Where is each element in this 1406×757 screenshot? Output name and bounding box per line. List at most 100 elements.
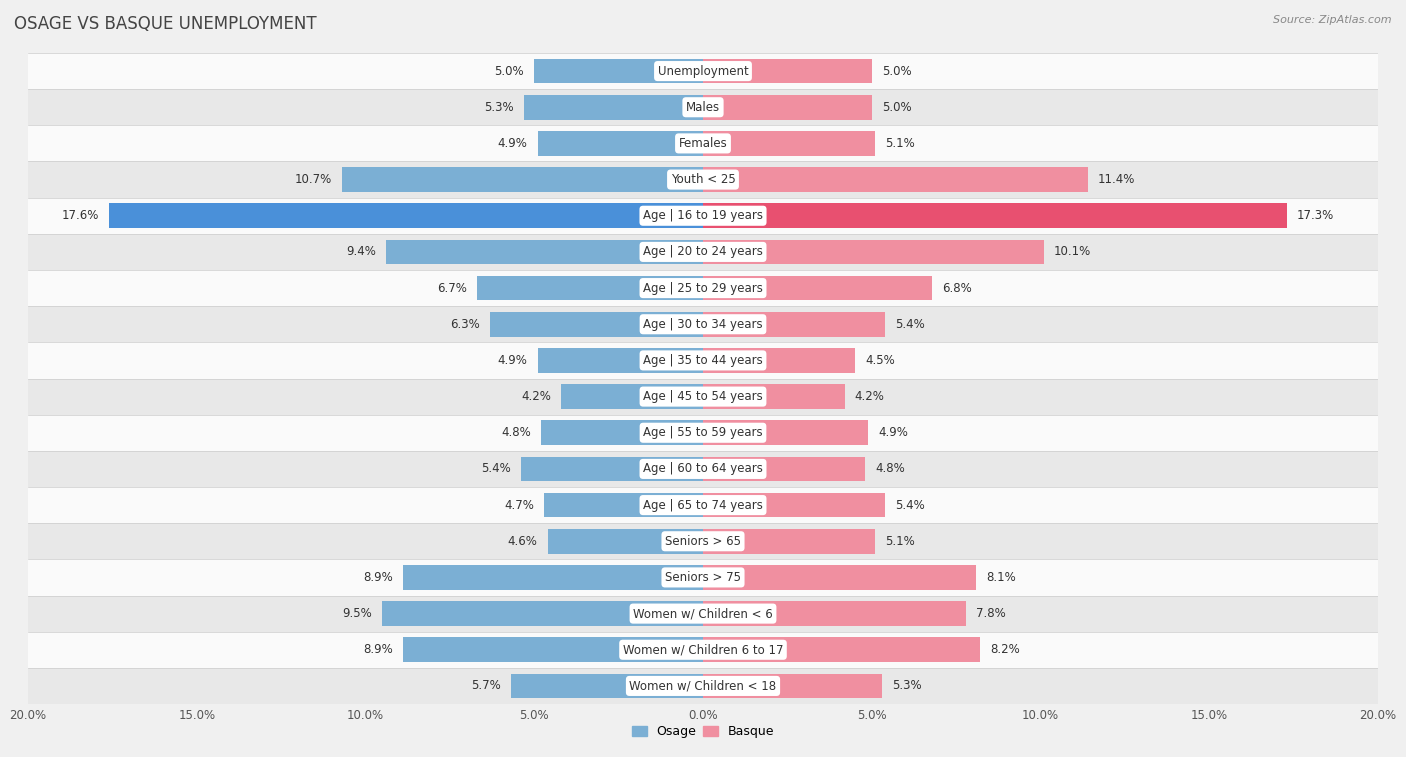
Text: Seniors > 65: Seniors > 65 <box>665 534 741 548</box>
Bar <box>703 674 882 698</box>
Text: 7.8%: 7.8% <box>976 607 1007 620</box>
Bar <box>703 312 886 337</box>
Bar <box>537 131 703 156</box>
Text: Age | 30 to 34 years: Age | 30 to 34 years <box>643 318 763 331</box>
Bar <box>28 234 1378 270</box>
Bar <box>28 342 1378 378</box>
Text: 5.0%: 5.0% <box>495 64 524 77</box>
Bar <box>703 95 872 120</box>
Bar <box>28 306 1378 342</box>
Text: 17.6%: 17.6% <box>62 209 98 223</box>
Text: 10.7%: 10.7% <box>295 173 332 186</box>
Text: 5.4%: 5.4% <box>896 318 925 331</box>
Text: Age | 25 to 29 years: Age | 25 to 29 years <box>643 282 763 294</box>
Bar <box>703 240 1043 264</box>
Bar <box>385 240 703 264</box>
Text: 9.5%: 9.5% <box>343 607 373 620</box>
Bar <box>703 59 872 83</box>
Bar <box>703 131 875 156</box>
Text: Women w/ Children < 6: Women w/ Children < 6 <box>633 607 773 620</box>
Text: 4.8%: 4.8% <box>501 426 531 439</box>
Text: 4.2%: 4.2% <box>855 390 884 403</box>
Text: 4.9%: 4.9% <box>498 354 527 367</box>
Bar <box>28 415 1378 451</box>
Bar <box>28 596 1378 631</box>
Text: 5.3%: 5.3% <box>485 101 515 114</box>
Bar <box>524 95 703 120</box>
Text: Youth < 25: Youth < 25 <box>671 173 735 186</box>
Bar <box>703 276 932 301</box>
Bar <box>382 601 703 626</box>
Text: 4.7%: 4.7% <box>505 499 534 512</box>
Bar <box>28 631 1378 668</box>
Text: Age | 65 to 74 years: Age | 65 to 74 years <box>643 499 763 512</box>
Bar <box>28 487 1378 523</box>
Bar <box>520 456 703 481</box>
Text: 5.4%: 5.4% <box>896 499 925 512</box>
Text: 6.7%: 6.7% <box>437 282 467 294</box>
Text: 8.9%: 8.9% <box>363 643 392 656</box>
Text: 5.1%: 5.1% <box>886 137 915 150</box>
Legend: Osage, Basque: Osage, Basque <box>627 721 779 743</box>
Text: 4.5%: 4.5% <box>865 354 894 367</box>
Text: 17.3%: 17.3% <box>1296 209 1334 223</box>
Bar <box>491 312 703 337</box>
Bar <box>561 385 703 409</box>
Text: Age | 20 to 24 years: Age | 20 to 24 years <box>643 245 763 258</box>
Text: 8.1%: 8.1% <box>987 571 1017 584</box>
Text: 4.2%: 4.2% <box>522 390 551 403</box>
Text: 6.3%: 6.3% <box>450 318 481 331</box>
Bar <box>541 420 703 445</box>
Bar <box>342 167 703 192</box>
Text: 6.8%: 6.8% <box>942 282 973 294</box>
Bar <box>703 420 869 445</box>
Text: Age | 60 to 64 years: Age | 60 to 64 years <box>643 463 763 475</box>
Bar <box>28 89 1378 126</box>
Bar <box>703 637 980 662</box>
Bar <box>402 637 703 662</box>
Text: 4.9%: 4.9% <box>498 137 527 150</box>
Bar <box>544 493 703 517</box>
Bar <box>402 565 703 590</box>
Text: Seniors > 75: Seniors > 75 <box>665 571 741 584</box>
Text: 8.2%: 8.2% <box>990 643 1019 656</box>
Bar <box>703 493 886 517</box>
Bar <box>703 385 845 409</box>
Text: 5.1%: 5.1% <box>886 534 915 548</box>
Text: OSAGE VS BASQUE UNEMPLOYMENT: OSAGE VS BASQUE UNEMPLOYMENT <box>14 15 316 33</box>
Bar <box>548 529 703 553</box>
Bar <box>28 53 1378 89</box>
Bar <box>703 204 1286 228</box>
Text: 4.8%: 4.8% <box>875 463 905 475</box>
Bar <box>703 348 855 372</box>
Text: Age | 45 to 54 years: Age | 45 to 54 years <box>643 390 763 403</box>
Bar <box>534 59 703 83</box>
Bar <box>28 523 1378 559</box>
Text: Women w/ Children 6 to 17: Women w/ Children 6 to 17 <box>623 643 783 656</box>
Text: Age | 16 to 19 years: Age | 16 to 19 years <box>643 209 763 223</box>
Text: Age | 35 to 44 years: Age | 35 to 44 years <box>643 354 763 367</box>
Bar <box>28 559 1378 596</box>
Text: 11.4%: 11.4% <box>1098 173 1135 186</box>
Bar <box>477 276 703 301</box>
Text: Unemployment: Unemployment <box>658 64 748 77</box>
Text: Females: Females <box>679 137 727 150</box>
Text: Age | 55 to 59 years: Age | 55 to 59 years <box>643 426 763 439</box>
Bar <box>28 198 1378 234</box>
Text: Source: ZipAtlas.com: Source: ZipAtlas.com <box>1274 15 1392 25</box>
Bar <box>28 270 1378 306</box>
Bar <box>28 668 1378 704</box>
Text: Women w/ Children < 18: Women w/ Children < 18 <box>630 680 776 693</box>
Bar <box>703 456 865 481</box>
Text: 8.9%: 8.9% <box>363 571 392 584</box>
Bar <box>28 126 1378 161</box>
Text: 10.1%: 10.1% <box>1054 245 1091 258</box>
Text: 5.0%: 5.0% <box>882 64 911 77</box>
Bar <box>28 451 1378 487</box>
Text: 4.9%: 4.9% <box>879 426 908 439</box>
Bar <box>703 601 966 626</box>
Bar <box>703 529 875 553</box>
Bar <box>537 348 703 372</box>
Text: 5.4%: 5.4% <box>481 463 510 475</box>
Text: Males: Males <box>686 101 720 114</box>
